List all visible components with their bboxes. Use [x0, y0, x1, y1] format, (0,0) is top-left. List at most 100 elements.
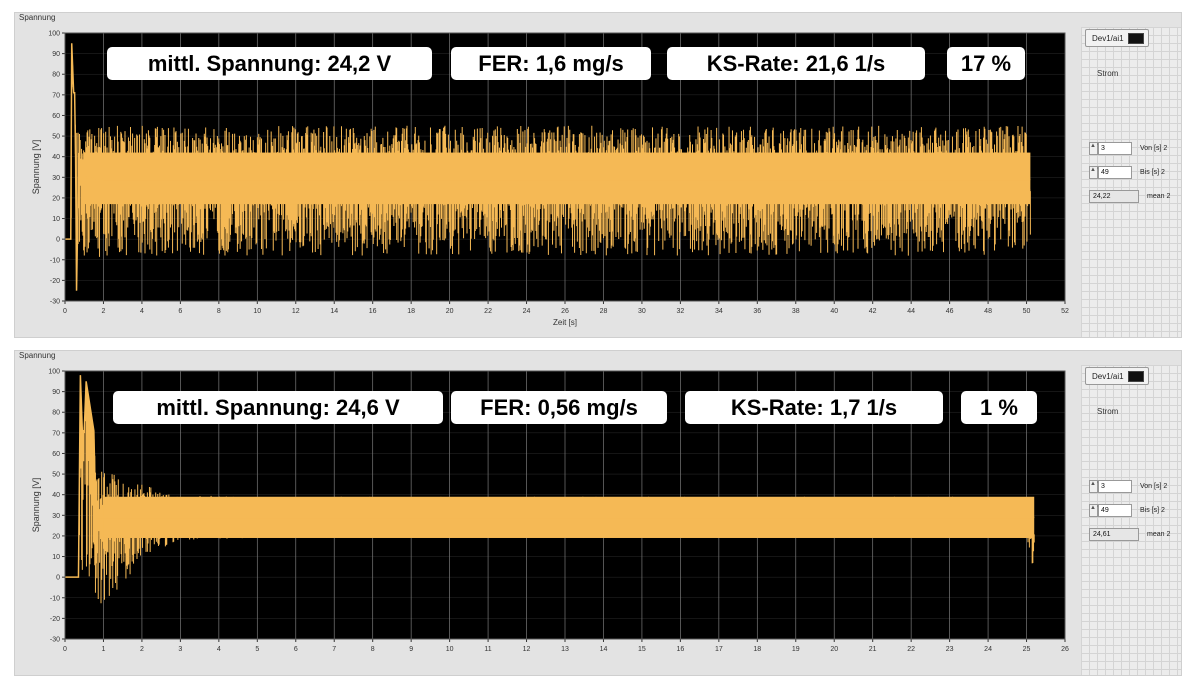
x-tick-label: 25	[1023, 646, 1031, 653]
von-input[interactable]: 3	[1098, 141, 1132, 155]
stat-percent: 17 %	[947, 47, 1025, 80]
y-tick-label: 20	[52, 195, 60, 202]
chart-panel-top: Spannung 0 2 4 6 8 10 12 14 16 18 20 22 24 26 28 30 32 34…	[14, 12, 1182, 338]
x-tick-label: 0	[63, 308, 67, 315]
spinner-icon[interactable]: ▲▼	[1089, 503, 1102, 517]
stat-percent: 1 %	[961, 391, 1037, 424]
waveform-icon	[1128, 33, 1144, 44]
mean-readout: 24,22	[1089, 189, 1139, 203]
mean-label: mean 2	[1147, 192, 1171, 200]
spinner-icon[interactable]: ▲▼	[1089, 479, 1102, 493]
series-line	[65, 375, 1035, 578]
x-tick-label: 32	[676, 308, 684, 315]
x-tick-label: 50	[1023, 308, 1031, 315]
panel-title: Spannung	[19, 351, 56, 360]
stat-mean-voltage: mittl. Spannung: 24,2 V	[107, 47, 432, 80]
x-tick-label: 12	[523, 646, 531, 653]
panel-grid-background	[1081, 27, 1181, 337]
bis-label: Bis [s] 2	[1140, 168, 1165, 176]
von-control: ▲▼ 3 Von [s] 2	[1089, 479, 1167, 493]
y-tick-label: 30	[52, 513, 60, 520]
x-tick-label: 24	[523, 308, 531, 315]
x-tick-label: 9	[409, 646, 413, 653]
y-tick-label: 10	[52, 216, 60, 223]
x-tick-label: 5	[255, 646, 259, 653]
mean-label: mean 2	[1147, 530, 1171, 538]
y-tick-label: 80	[52, 72, 60, 79]
y-tick-label: -20	[50, 278, 60, 285]
y-tick-label: 20	[52, 533, 60, 540]
waveform-icon	[1128, 371, 1144, 382]
y-tick-label: 50	[52, 134, 60, 141]
y-tick-label: -10	[50, 257, 60, 264]
stat-fer: FER: 0,56 mg/s	[451, 391, 667, 424]
x-tick-label: 22	[484, 308, 492, 315]
x-tick-label: 6	[178, 308, 182, 315]
x-tick-label: 2	[102, 308, 106, 315]
x-tick-label: 20	[446, 308, 454, 315]
channel-button[interactable]: Dev1/ai1	[1085, 367, 1149, 385]
x-tick-label: 16	[676, 646, 684, 653]
y-tick-label: 100	[48, 31, 60, 38]
y-tick-label: 40	[52, 492, 60, 499]
stat-ks-rate: KS-Rate: 1,7 1/s	[685, 391, 943, 424]
y-tick-label: 0	[56, 237, 60, 244]
von-control: ▲▼ 3 Von [s] 2	[1089, 141, 1167, 155]
x-tick-label: 26	[1061, 646, 1069, 653]
x-tick-label: 36	[753, 308, 761, 315]
y-tick-label: 40	[52, 154, 60, 161]
x-tick-label: 20	[830, 646, 838, 653]
x-tick-label: 40	[830, 308, 838, 315]
bis-input[interactable]: 49	[1098, 503, 1132, 517]
y-tick-label: 60	[52, 113, 60, 120]
y-tick-label: -20	[50, 616, 60, 623]
x-tick-label: 14	[330, 308, 338, 315]
spinner-icon[interactable]: ▲▼	[1089, 165, 1102, 179]
y-tick-label: 90	[52, 389, 60, 396]
x-tick-label: 42	[869, 308, 877, 315]
x-tick-label: 30	[638, 308, 646, 315]
x-tick-label: 23	[946, 646, 954, 653]
channel-label: Dev1/ai1	[1092, 33, 1124, 43]
y-tick-label: 10	[52, 554, 60, 561]
y-tick-label: -30	[50, 299, 60, 306]
x-tick-label: 38	[792, 308, 800, 315]
x-tick-label: 13	[561, 646, 569, 653]
y-tick-label: 90	[52, 51, 60, 58]
x-tick-label: 46	[946, 308, 954, 315]
bis-label: Bis [s] 2	[1140, 506, 1165, 514]
y-axis-label: Spannung [V]	[31, 478, 41, 533]
channel-button[interactable]: Dev1/ai1	[1085, 29, 1149, 47]
y-tick-label: -10	[50, 595, 60, 602]
x-tick-label: 4	[217, 646, 221, 653]
x-tick-label: 8	[371, 646, 375, 653]
x-tick-label: 10	[253, 308, 261, 315]
x-tick-label: 15	[638, 646, 646, 653]
x-tick-label: 7	[332, 646, 336, 653]
x-tick-label: 18	[407, 308, 415, 315]
y-tick-label: 100	[48, 369, 60, 376]
von-input[interactable]: 3	[1098, 479, 1132, 493]
plot-frame	[64, 32, 1066, 302]
y-tick-label: 80	[52, 410, 60, 417]
stat-ks-rate: KS-Rate: 21,6 1/s	[667, 47, 925, 80]
x-tick-label: 21	[869, 646, 877, 653]
y-tick-label: 0	[56, 575, 60, 582]
x-axis-label: Zeit [s]	[553, 318, 577, 327]
plot-frame	[64, 370, 1066, 640]
von-label: Von [s] 2	[1140, 144, 1168, 152]
y-tick-label: -30	[50, 637, 60, 644]
x-tick-label: 11	[484, 646, 491, 653]
spinner-icon[interactable]: ▲▼	[1089, 141, 1102, 155]
x-tick-label: 22	[907, 646, 915, 653]
y-tick-label: 50	[52, 472, 60, 479]
x-tick-label: 1	[102, 646, 106, 653]
x-tick-label: 52	[1061, 308, 1069, 315]
panel-title: Spannung	[19, 13, 56, 22]
y-tick-label: 30	[52, 175, 60, 182]
mean-control: 24,22 mean 2	[1089, 189, 1170, 203]
panel-grid-background	[1081, 365, 1181, 675]
bis-input[interactable]: 49	[1098, 165, 1132, 179]
x-tick-label: 34	[715, 308, 723, 315]
x-tick-label: 8	[217, 308, 221, 315]
